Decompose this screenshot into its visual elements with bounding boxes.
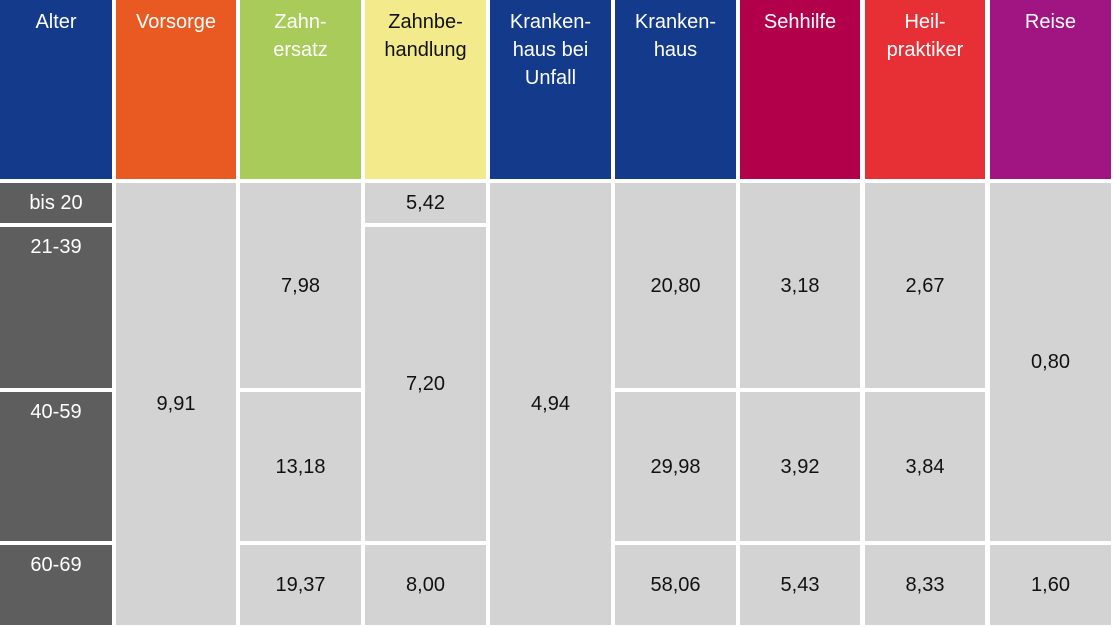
value-cell: 13,18: [240, 392, 361, 541]
column-header: Sehhilfe: [740, 0, 860, 179]
column-header: Heil- praktiker: [865, 0, 985, 179]
value-cell: 58,06: [615, 545, 736, 625]
age-label: 60-69: [0, 545, 112, 625]
value-cell: 7,98: [240, 183, 361, 388]
value-cell: 3,84: [865, 392, 985, 541]
value-cell: 4,94: [490, 183, 611, 625]
column-header: Kranken- haus bei Unfall: [490, 0, 611, 179]
value-cell: 29,98: [615, 392, 736, 541]
column-header: Vorsorge: [116, 0, 236, 179]
value-cell: 8,33: [865, 545, 985, 625]
age-label: 21-39: [0, 227, 112, 388]
value-cell: 5,43: [740, 545, 860, 625]
value-cell: 8,00: [365, 545, 486, 625]
value-cell: 19,37: [240, 545, 361, 625]
value-cell: 9,91: [116, 183, 236, 625]
column-header: Alter: [0, 0, 112, 179]
age-label: bis 20: [0, 183, 112, 223]
column-header: Kranken- haus: [615, 0, 736, 179]
value-cell: 20,80: [615, 183, 736, 388]
value-cell: 5,42: [365, 183, 486, 223]
column-header: Zahn- ersatz: [240, 0, 361, 179]
value-cell: 1,60: [990, 545, 1111, 625]
value-cell: 3,92: [740, 392, 860, 541]
value-cell: 7,20: [365, 227, 486, 541]
value-cell: 0,80: [990, 183, 1111, 541]
value-cell: 3,18: [740, 183, 860, 388]
column-header: Zahnbe- handlung: [365, 0, 486, 179]
column-header: Reise: [990, 0, 1111, 179]
value-cell: 2,67: [865, 183, 985, 388]
age-label: 40-59: [0, 392, 112, 541]
